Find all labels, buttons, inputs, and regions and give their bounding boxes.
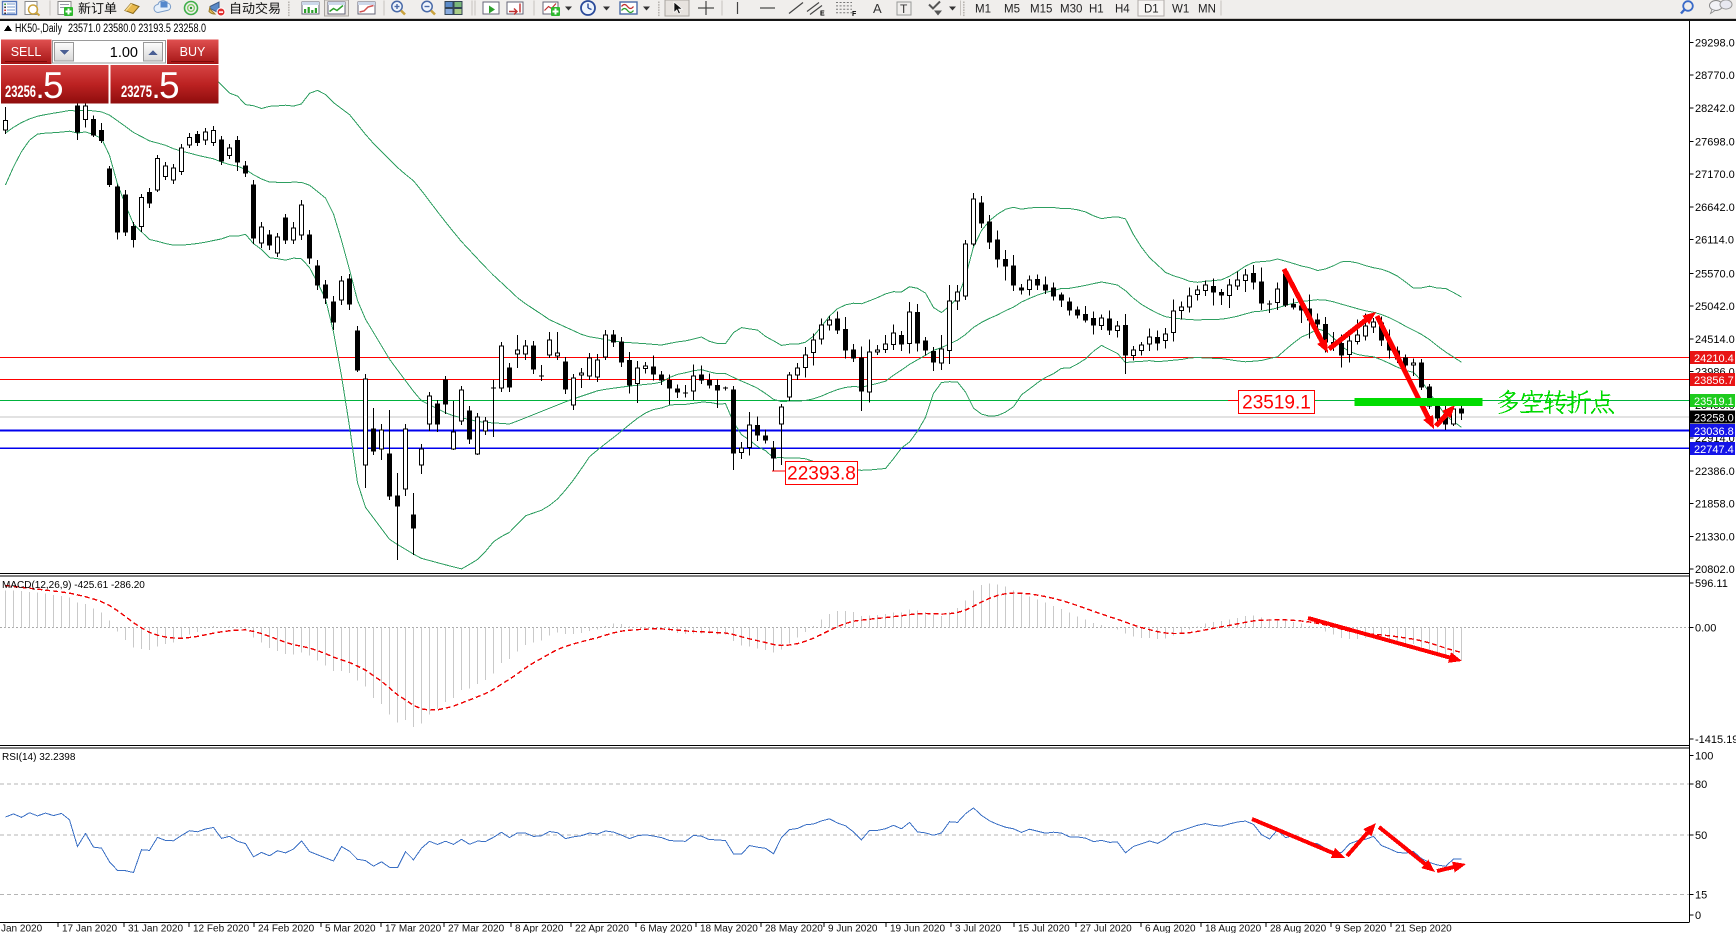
svg-text:21 Sep 2020: 21 Sep 2020: [1395, 924, 1452, 933]
svg-text:0: 0: [1695, 910, 1701, 922]
svg-text:27 Jul 2020: 27 Jul 2020: [1080, 924, 1132, 933]
svg-text:25570.0: 25570.0: [1695, 268, 1735, 280]
svg-text:M30: M30: [1060, 4, 1082, 16]
svg-text:27 Mar 2020: 27 Mar 2020: [448, 924, 505, 933]
svg-text:T: T: [900, 2, 908, 16]
svg-text:18 May 2020: 18 May 2020: [700, 924, 758, 933]
svg-text:27170.0: 27170.0: [1695, 169, 1735, 181]
svg-text:20802.0: 20802.0: [1695, 564, 1735, 576]
svg-text:28770.0: 28770.0: [1695, 70, 1735, 82]
svg-text:H4: H4: [1115, 4, 1130, 16]
svg-text:H1: H1: [1089, 4, 1104, 16]
svg-text:29298.0: 29298.0: [1695, 37, 1735, 49]
svg-text:12 Feb 2020: 12 Feb 2020: [193, 924, 250, 933]
svg-text:596.11: 596.11: [1695, 578, 1728, 590]
svg-text:Jan 2020: Jan 2020: [1, 924, 43, 933]
svg-text:6 Aug 2020: 6 Aug 2020: [1145, 924, 1196, 933]
svg-text:23258.0: 23258.0: [1694, 412, 1734, 424]
svg-text:80: 80: [1695, 779, 1707, 791]
svg-text:100: 100: [1695, 751, 1713, 763]
svg-text:BUY: BUY: [180, 45, 206, 59]
svg-text:21858.0: 21858.0: [1695, 499, 1735, 511]
svg-text:23036.8: 23036.8: [1694, 426, 1734, 438]
svg-text:3 Jul 2020: 3 Jul 2020: [955, 924, 1002, 933]
svg-text:18 Aug 2020: 18 Aug 2020: [1205, 924, 1262, 933]
svg-text:50: 50: [1695, 830, 1707, 842]
svg-text:24 Feb 2020: 24 Feb 2020: [258, 924, 315, 933]
svg-text:A: A: [873, 1, 882, 16]
svg-text:HK50-,Daily: HK50-,Daily: [15, 23, 62, 35]
svg-text:28 May 2020: 28 May 2020: [765, 924, 823, 933]
svg-text:31 Jan 2020: 31 Jan 2020: [128, 924, 183, 933]
svg-text:1.00: 1.00: [110, 45, 138, 61]
svg-text:21330.0: 21330.0: [1695, 531, 1735, 543]
svg-text:23571.0 23580.0 23193.5 23258.: 23571.0 23580.0 23193.5 23258.0: [68, 23, 206, 35]
svg-text:17 Mar 2020: 17 Mar 2020: [385, 924, 442, 933]
svg-text:5: 5: [159, 65, 180, 106]
svg-text:.: .: [37, 78, 43, 103]
svg-text:M1: M1: [975, 4, 991, 16]
svg-text:17 Jan 2020: 17 Jan 2020: [62, 924, 117, 933]
svg-text:F: F: [852, 11, 857, 18]
svg-text:D1: D1: [1144, 4, 1159, 16]
svg-text:15 Jul 2020: 15 Jul 2020: [1018, 924, 1070, 933]
svg-text:23275: 23275: [121, 83, 152, 101]
svg-text:8 Apr 2020: 8 Apr 2020: [515, 924, 564, 933]
svg-text:M15: M15: [1030, 4, 1052, 16]
svg-text:5 Mar 2020: 5 Mar 2020: [325, 924, 376, 933]
svg-text:5: 5: [43, 65, 64, 106]
svg-text:M5: M5: [1004, 4, 1020, 16]
svg-text:0.00: 0.00: [1695, 623, 1716, 635]
svg-text:RSI(14) 32.2398: RSI(14) 32.2398: [2, 752, 76, 763]
svg-text:24514.0: 24514.0: [1695, 334, 1735, 346]
svg-text:-1415.19: -1415.19: [1695, 734, 1736, 746]
svg-text:W1: W1: [1172, 4, 1189, 16]
svg-text:25042.0: 25042.0: [1695, 301, 1735, 313]
svg-text:MACD(12,26,9) -425.61 -286.20: MACD(12,26,9) -425.61 -286.20: [2, 580, 145, 591]
svg-text:E: E: [820, 11, 825, 18]
svg-text:22386.0: 22386.0: [1695, 466, 1735, 478]
svg-text:SELL: SELL: [11, 45, 42, 59]
svg-text:26642.0: 26642.0: [1695, 202, 1735, 214]
svg-text:15: 15: [1695, 890, 1707, 902]
svg-text:22747.4: 22747.4: [1694, 444, 1734, 456]
svg-text:27698.0: 27698.0: [1695, 137, 1735, 149]
svg-text:22393.8: 22393.8: [787, 464, 856, 485]
svg-text:23519.1: 23519.1: [1694, 396, 1734, 408]
svg-text:23856.7: 23856.7: [1694, 375, 1734, 387]
svg-text:9 Jun 2020: 9 Jun 2020: [828, 924, 878, 933]
svg-text:28242.0: 28242.0: [1695, 103, 1735, 115]
svg-text:19 Jun 2020: 19 Jun 2020: [890, 924, 945, 933]
svg-text:23256: 23256: [5, 83, 36, 101]
svg-text:23519.1: 23519.1: [1242, 393, 1311, 414]
svg-text:MN: MN: [1198, 4, 1216, 16]
svg-text:24210.4: 24210.4: [1694, 353, 1734, 365]
svg-text:6 May 2020: 6 May 2020: [640, 924, 693, 933]
svg-text:22 Apr 2020: 22 Apr 2020: [575, 924, 629, 933]
svg-text:28 Aug 2020: 28 Aug 2020: [1270, 924, 1327, 933]
svg-text:26114.0: 26114.0: [1695, 235, 1734, 247]
svg-text:.: .: [153, 78, 159, 103]
svg-text:9 Sep 2020: 9 Sep 2020: [1335, 924, 1387, 933]
